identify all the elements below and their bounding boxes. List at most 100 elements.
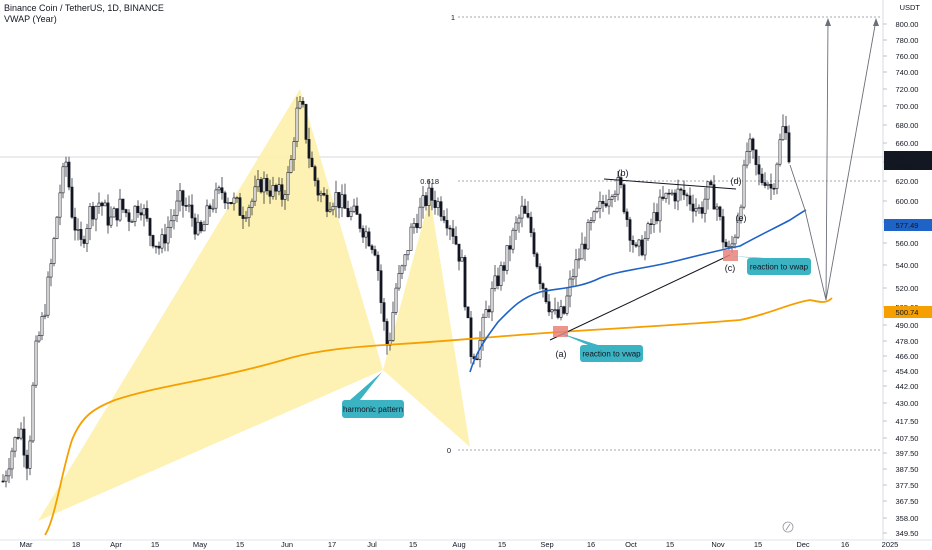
candle-body [550,309,554,313]
candle-body [658,196,662,222]
candle-body [193,217,197,235]
candle-body [61,166,65,194]
candle-body [688,195,692,205]
candle-body [262,177,266,193]
candle-body [481,316,485,341]
candle-body [634,244,638,247]
callout-harmonic[interactable]: harmonic pattern [342,372,404,418]
candle-body [268,190,272,197]
candle-body [406,250,410,256]
callout-text: harmonic pattern [343,405,403,414]
time-tick-label: Nov [711,540,725,549]
candle-body [412,223,416,228]
candle-body [667,192,671,195]
callout-text: reaction to vwap [750,263,809,272]
vwap-anchored-line [469,209,807,373]
price-tick-label: 660.00 [896,139,919,148]
candle-body [241,215,245,219]
candle-body [196,221,200,235]
reaction-marker-a [553,326,568,337]
candle-body [217,187,221,191]
candle-body [469,317,473,357]
plot-area[interactable]: 1 0.618 0 (a) (b) (c) (d) (e) harmonic pattern re… [0,13,883,536]
candle-body [583,243,587,250]
callout-reaction-c[interactable]: reaction to vwap [731,256,811,275]
candle-body [352,205,356,212]
candle-body [706,181,710,200]
candle-body [37,335,41,342]
candle-body [496,275,500,286]
candle-body [442,216,446,221]
candle-body [757,164,761,175]
symbol-title[interactable]: Binance Coin / TetherUS, 1D, BINANCE [4,3,164,13]
candle-body [427,187,431,206]
time-tick-label: Jul [367,540,377,549]
candle-body [115,208,119,221]
candle-body [79,229,83,240]
candle-body [574,259,578,278]
candle-body [751,138,755,151]
candle-body [55,216,59,239]
candle-body [556,309,560,318]
candle-body [178,190,182,202]
callout-pointer [731,256,765,258]
candle-body [379,270,383,303]
candle-body [700,207,704,214]
candle-body [325,194,329,212]
candle-body [742,164,746,208]
price-tick-label: 430.00 [896,399,919,408]
candle-body [184,205,188,207]
price-tick-label: 358.00 [896,514,919,523]
candle-body [232,197,236,204]
candle-body [142,208,146,216]
candle-body [211,207,215,210]
price-tick-label: 490.00 [896,321,919,330]
candle-body [727,246,731,248]
candle-body [91,206,95,220]
candle-body [424,195,428,206]
candle-body [238,197,242,216]
candle-body [295,107,299,142]
price-tick-label: 397.50 [896,449,919,458]
currency-label: USDT [900,3,921,12]
price-tick-label: 560.00 [896,239,919,248]
candle-body [502,265,506,271]
candle-body [391,312,395,341]
candle-body [457,243,461,262]
price-tick-label: 349.50 [896,529,919,538]
candle-body [97,202,101,207]
time-tick-label: Apr [110,540,122,549]
candle-body [226,202,230,204]
arrow-head-icon [825,18,831,26]
candle-body [133,205,137,222]
candle-body [145,208,149,219]
projection-path-b [825,19,877,301]
candle-body [466,306,470,319]
candle-body [769,183,773,189]
candle-body [136,205,140,214]
candle-body [52,238,56,264]
candle-body [703,198,707,214]
candle-body [493,275,497,289]
candle-body [271,185,275,197]
candle-body [277,184,281,192]
candle-body [619,177,623,186]
candle-body [316,180,320,196]
callout-reaction-a[interactable]: reaction to vwap [560,333,643,362]
candle-body [577,258,581,261]
candle-body [244,217,248,219]
candle-body [649,223,653,225]
candle-body [229,202,233,204]
time-tick-label: Oct [625,540,638,549]
price-tick-label: 680.00 [896,121,919,130]
candle-body [169,220,173,228]
indicator-title[interactable]: VWAP (Year) [4,14,57,24]
candle-body [640,239,644,256]
tradingview-logo-icon [782,521,794,533]
time-tick-label: 16 [587,540,595,549]
candle-body [49,263,53,278]
candle-body [175,200,179,216]
candle-body [616,177,620,195]
